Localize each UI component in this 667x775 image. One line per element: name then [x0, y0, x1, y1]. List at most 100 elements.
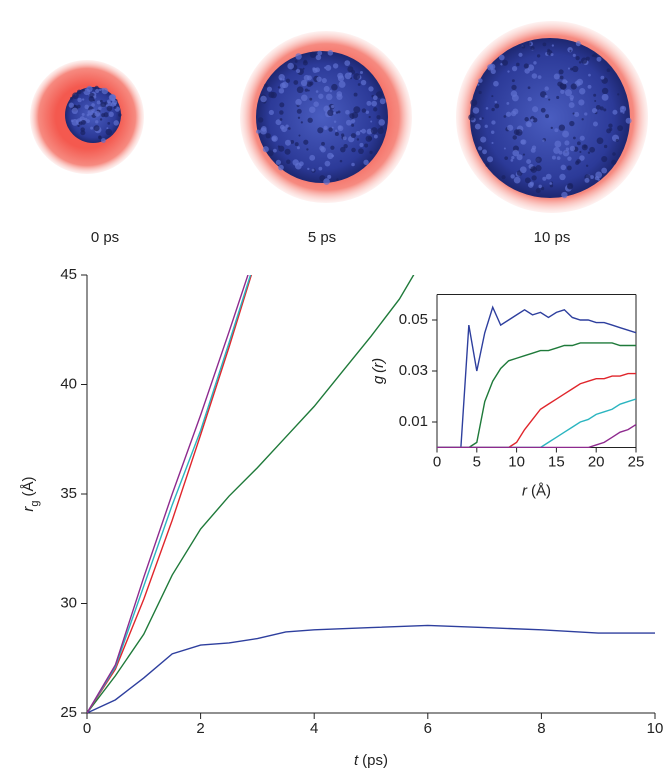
atom [525, 120, 532, 127]
snapshot-caption: 0 ps [91, 229, 119, 246]
atom [493, 80, 499, 87]
atom [284, 148, 291, 155]
series-line [437, 342, 636, 448]
atom [560, 89, 565, 94]
atom [526, 159, 532, 165]
atom [321, 141, 325, 146]
atom [300, 79, 308, 87]
atom [524, 177, 531, 184]
atom [78, 122, 81, 125]
atom [77, 97, 82, 103]
atom [95, 120, 99, 124]
atom [527, 182, 534, 188]
x-tick-label: 0 [83, 720, 91, 737]
atom [470, 99, 478, 107]
atom [286, 159, 291, 164]
atom [512, 135, 517, 140]
atom [99, 118, 103, 121]
atom [513, 129, 520, 136]
atom [293, 80, 299, 85]
atom [256, 129, 261, 134]
atom [478, 78, 483, 83]
snapshot [240, 31, 412, 203]
atom [601, 155, 608, 163]
atom [321, 77, 327, 84]
atom [337, 110, 341, 114]
atom [584, 112, 588, 116]
atom [474, 123, 481, 130]
axis-label-part: (Å) [531, 482, 551, 499]
atom [331, 104, 335, 109]
atom [578, 61, 582, 64]
atom [507, 70, 510, 73]
atom [559, 75, 564, 80]
atom [479, 117, 482, 121]
atom [593, 93, 597, 97]
atom [537, 75, 542, 80]
atom [505, 111, 512, 117]
axis-label-part: (r) [370, 358, 387, 373]
atom [551, 44, 555, 47]
atom [536, 54, 541, 58]
atom [524, 68, 530, 74]
atom [572, 112, 575, 115]
snapshot [456, 21, 648, 213]
atom [351, 147, 356, 153]
atom [262, 146, 269, 153]
atom [569, 49, 572, 52]
atom [323, 178, 330, 185]
atom [531, 175, 537, 181]
atom [485, 163, 490, 167]
atom [472, 107, 480, 114]
atom [80, 119, 86, 125]
atom [347, 66, 354, 73]
atom [617, 125, 624, 132]
atom [353, 73, 361, 80]
atom [621, 106, 625, 110]
atom [516, 62, 520, 67]
atom [82, 88, 86, 92]
atom [592, 121, 598, 127]
atom [564, 140, 570, 146]
atom [336, 178, 339, 181]
atom [330, 145, 335, 150]
atom [595, 171, 603, 179]
atom [550, 53, 554, 57]
atom [480, 136, 487, 143]
x-tick-label: 4 [310, 720, 318, 737]
atom [72, 92, 79, 99]
atom [303, 139, 309, 145]
atom [560, 164, 567, 171]
atom [294, 142, 299, 147]
atom [266, 86, 273, 92]
atom [309, 97, 313, 101]
atom [589, 146, 596, 153]
x-tick-label: 10 [647, 720, 664, 737]
atom [553, 73, 560, 80]
atom [366, 100, 372, 106]
atom [315, 54, 322, 61]
atom [567, 156, 572, 161]
atom [532, 117, 538, 123]
x-tick-label: 8 [537, 720, 545, 737]
atom [482, 149, 487, 155]
atom [531, 145, 537, 150]
x-tick-label: 2 [196, 720, 204, 737]
atom [333, 111, 336, 115]
atom [612, 109, 618, 115]
atom [88, 96, 95, 102]
atom [573, 136, 576, 140]
atom [327, 50, 334, 56]
atom [342, 136, 347, 141]
axis-label: t (ps) [354, 752, 388, 769]
axis-label-part: (ps) [362, 752, 388, 769]
atom [364, 143, 369, 148]
atom [542, 139, 545, 142]
atom [549, 184, 554, 188]
atom [327, 109, 334, 117]
atom [324, 160, 331, 167]
atom [273, 148, 277, 153]
atom [345, 109, 350, 115]
atom [487, 64, 494, 71]
